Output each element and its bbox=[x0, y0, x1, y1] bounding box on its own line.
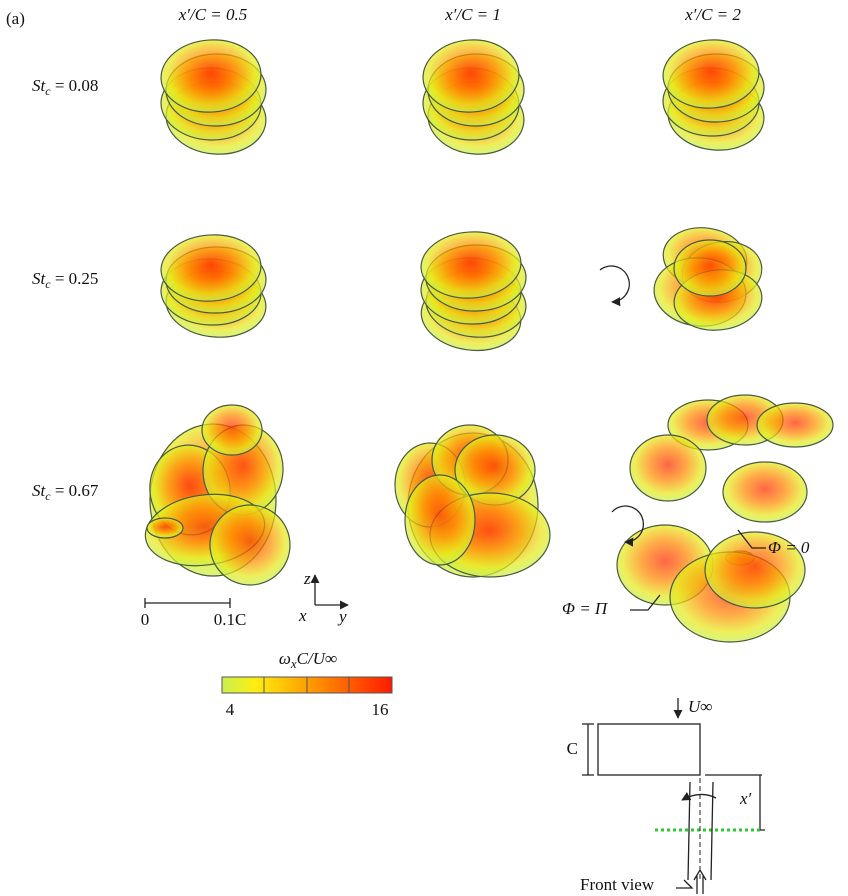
colorbar-max: 16 bbox=[372, 700, 389, 719]
view-arrow bbox=[694, 870, 706, 894]
annotation: Φ = 0 bbox=[768, 538, 810, 557]
scale-end: 0.1C bbox=[214, 610, 247, 629]
vortex-blob bbox=[202, 405, 262, 455]
vortex-blob bbox=[757, 403, 833, 447]
y-label: y bbox=[337, 607, 347, 626]
row-labels: Stc = 0.08 Stc = 0.25 Stc = 0.67 bbox=[32, 76, 99, 503]
colorbar-title: ωxC/U∞ bbox=[279, 649, 337, 671]
row-label: Stc = 0.08 bbox=[32, 76, 98, 98]
z-label: z bbox=[303, 569, 311, 588]
x-label: x bbox=[298, 606, 307, 625]
rotation-arrow bbox=[600, 266, 629, 302]
scale-bar bbox=[145, 598, 230, 608]
chord-bracket bbox=[582, 724, 594, 775]
panel-label: (a) bbox=[6, 9, 25, 28]
colorbar-min: 4 bbox=[226, 700, 235, 719]
annotation: Φ = Π bbox=[562, 599, 609, 618]
value: = 0.08 bbox=[51, 76, 99, 95]
vortex-blob bbox=[723, 462, 807, 522]
vortex-blob bbox=[405, 475, 475, 565]
symbol: ω bbox=[279, 649, 291, 668]
vortex-blob bbox=[210, 505, 290, 585]
figure: (a) x′/C = 0.5 x′/C = 1 x′/C = 2 Stc = 0… bbox=[0, 0, 848, 896]
vortex-blob bbox=[674, 240, 746, 296]
scale-start: 0 bbox=[141, 610, 150, 629]
distance-label: x′ bbox=[739, 789, 752, 808]
vortex-blob bbox=[147, 518, 183, 538]
rest: C/U∞ bbox=[297, 649, 337, 668]
swirl-arrow bbox=[682, 794, 716, 800]
chord-label: C bbox=[567, 739, 578, 758]
schematic: U∞ C x′ Front view bbox=[567, 697, 765, 894]
column-header: x′/C = 0.5 bbox=[178, 5, 248, 24]
column-header: x′/C = 2 bbox=[684, 5, 741, 24]
row-label: Stc = 0.25 bbox=[32, 269, 98, 291]
rotation-arrow bbox=[612, 506, 643, 542]
view-leader bbox=[676, 880, 692, 888]
velocity-label: U∞ bbox=[688, 697, 712, 716]
vortex-blob bbox=[630, 435, 706, 501]
value: = 0.67 bbox=[51, 481, 99, 500]
vortex-isosurfaces bbox=[141, 37, 833, 642]
airfoil bbox=[598, 724, 700, 775]
view-label: Front view bbox=[580, 875, 655, 894]
value: = 0.25 bbox=[51, 269, 99, 288]
row-label: Stc = 0.67 bbox=[32, 481, 99, 503]
distance-bracket bbox=[705, 775, 765, 830]
column-header: x′/C = 1 bbox=[444, 5, 501, 24]
